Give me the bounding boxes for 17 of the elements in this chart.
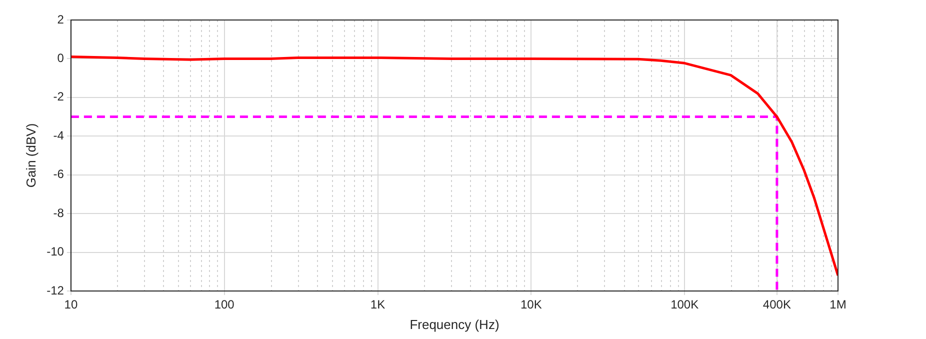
y-tick-label: -2 <box>53 90 64 104</box>
y-tick-label: -6 <box>53 167 64 182</box>
x-tick-label: 10K <box>520 298 542 312</box>
y-tick-label: 2 <box>57 12 64 26</box>
x-axis-title: Frequency (Hz) <box>410 316 500 332</box>
x-tick-label: 400K <box>762 298 791 312</box>
y-axis-title: Gain (dBV) <box>23 123 38 188</box>
y-tick-label: -10 <box>46 244 64 259</box>
x-tick-label: 1M <box>830 298 846 312</box>
x-tick-label: 10 <box>64 298 78 312</box>
x-tick-label: 100K <box>670 298 699 312</box>
y-tick-label: -4 <box>53 128 64 142</box>
y-tick-label: -8 <box>53 206 64 220</box>
x-tick-label: 1K <box>370 298 386 312</box>
x-tick-label: 100 <box>214 298 235 312</box>
y-tick-label: 0 <box>57 51 64 66</box>
y-tick-label: -12 <box>46 283 64 298</box>
